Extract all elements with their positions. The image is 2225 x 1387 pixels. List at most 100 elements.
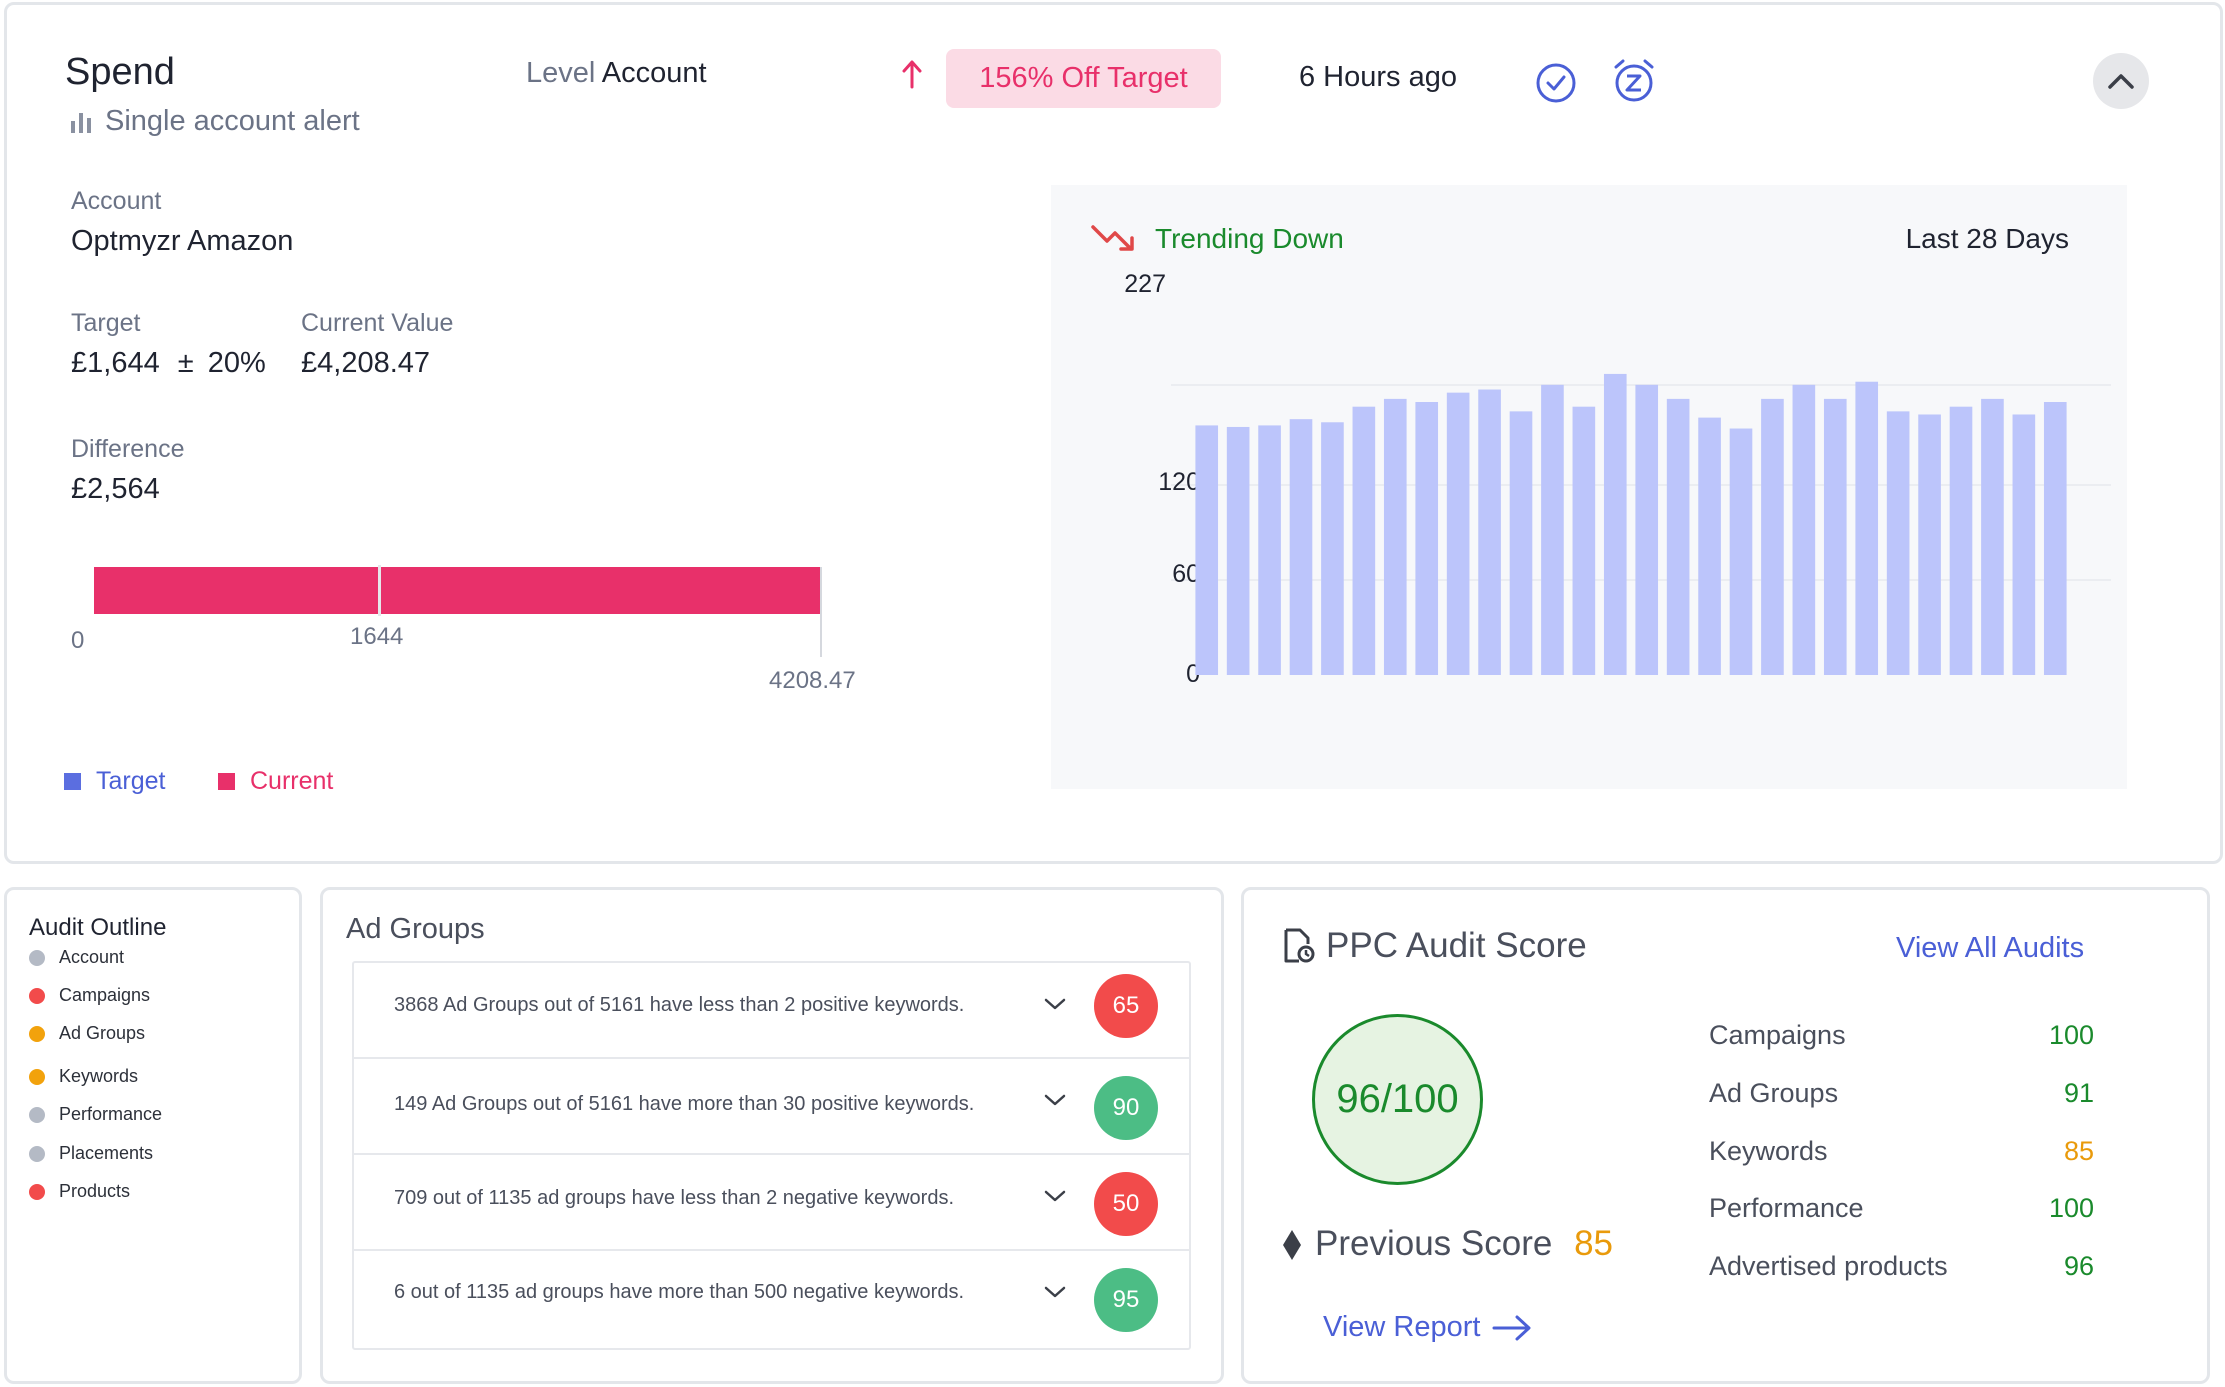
category-value: 85 [2063, 1136, 2094, 1166]
chart-bar[interactable] [1698, 417, 1721, 675]
chart-bar[interactable] [1383, 398, 1407, 675]
previous-score: Previous Score 85 [1315, 1224, 1613, 1264]
outline-item-products[interactable]: Products [29, 1181, 130, 1202]
chart-bar[interactable] [1823, 398, 1847, 675]
bar-current-label: 4208.47 [769, 667, 856, 694]
subtitle-text: Single account alert [105, 105, 360, 137]
chart-bar[interactable] [1289, 419, 1313, 675]
chart-bar[interactable] [1258, 425, 1281, 675]
trend-period: Last 28 Days [1905, 223, 2069, 254]
chart-bar[interactable] [1918, 414, 1941, 675]
chevron-down-icon[interactable] [1044, 1285, 1066, 1299]
chart-bar[interactable] [1509, 411, 1533, 675]
chevron-down-icon[interactable] [1044, 997, 1066, 1011]
chart-bar[interactable] [1603, 373, 1627, 675]
chart-bar[interactable] [1981, 398, 2004, 675]
status-dot [29, 1025, 45, 1042]
chevron-up-icon [2107, 72, 2135, 90]
chart-bar[interactable] [2012, 414, 2036, 675]
category-score-row: Keywords 85 [1709, 1136, 2094, 1167]
target-value-group: £1,644 ± 20% [71, 347, 266, 380]
y-tick-label: 60 [1172, 560, 1200, 588]
score-badge: 95 [1094, 1268, 1158, 1332]
category-value: 100 [2048, 1193, 2094, 1223]
snooze-alarm-icon[interactable] [1610, 57, 1658, 105]
chart-bar[interactable] [2043, 402, 2067, 675]
chart-bar[interactable] [1666, 398, 1690, 675]
chart-bar[interactable] [1572, 406, 1596, 675]
bar-target-label: 1644 [350, 623, 404, 650]
chart-bar[interactable] [1761, 398, 1784, 675]
spend-alert-card: Spend Single account alert Level Account… [4, 2, 2223, 864]
ad-groups-card: Ad Groups 3868 Ad Groups out of 5161 hav… [320, 887, 1224, 1384]
audit-outline-card: Audit Outline Account Campaigns Ad Groups K… [4, 887, 302, 1384]
report-file-icon [1282, 928, 1316, 964]
chart-bar[interactable] [1855, 381, 1879, 675]
category-value: 100 [2048, 1020, 2094, 1050]
alert-subtitle: Single account alert [69, 105, 360, 138]
category-score-row: Advertised products 96 [1709, 1251, 2094, 1282]
chart-bar[interactable] [1446, 392, 1470, 675]
chart-bar[interactable] [1792, 384, 1816, 675]
outline-item-keywords[interactable]: Keywords [29, 1066, 138, 1087]
outline-item-campaigns[interactable]: Campaigns [29, 985, 150, 1006]
ad-group-row[interactable]: 709 out of 1135 ad groups have less than… [354, 1155, 1190, 1251]
status-dot [29, 949, 45, 966]
chart-bar[interactable] [1886, 411, 1910, 675]
legend-target-swatch [64, 773, 81, 790]
outline-item-ad-groups[interactable]: Ad Groups [29, 1023, 145, 1044]
category-label: Keywords [1709, 1136, 1828, 1166]
view-all-audits-link[interactable]: View All Audits [1896, 932, 2085, 964]
chart-bar[interactable] [1949, 406, 1973, 675]
difference-label: Difference [71, 435, 185, 463]
y-tick-label: 227 [1124, 270, 1166, 298]
outline-item-label: Placements [59, 1143, 154, 1163]
chart-bar[interactable] [1415, 402, 1439, 675]
category-label: Ad Groups [1709, 1078, 1839, 1108]
outline-item-label: Ad Groups [59, 1023, 146, 1043]
off-target-badge: 156% Off Target [946, 49, 1221, 108]
target-marker [378, 565, 381, 616]
trend-label: Trending Down [1155, 223, 1344, 254]
level-value: Account [601, 57, 707, 89]
chart-bar[interactable] [1321, 422, 1344, 675]
category-score-row: Performance 100 [1709, 1193, 2094, 1224]
chart-bar[interactable] [1541, 384, 1564, 675]
chart-bar[interactable] [1195, 425, 1219, 675]
category-value: 91 [2063, 1078, 2094, 1108]
ad-group-row[interactable]: 6 out of 1135 ad groups have more than 5… [354, 1251, 1190, 1347]
status-dot [29, 1106, 45, 1123]
outline-item-account[interactable]: Account [29, 947, 124, 968]
status-dot [29, 1145, 45, 1162]
trend-chart-panel: Trending Down Last 28 Days 227 120 60 0 [1051, 185, 2127, 789]
difference-value: £2,564 [71, 473, 160, 505]
account-value: Optmyzr Amazon [71, 225, 294, 257]
outline-item-label: Performance [59, 1104, 163, 1124]
chart-bar[interactable] [1478, 389, 1501, 675]
collapse-button[interactable] [2093, 53, 2149, 109]
ad-groups-list: 3868 Ad Groups out of 5161 have less tha… [352, 961, 1191, 1350]
trending-down-icon [1091, 223, 1137, 255]
chart-bar[interactable] [1226, 426, 1250, 675]
chart-bar[interactable] [1635, 384, 1659, 675]
outline-item-performance[interactable]: Performance [29, 1104, 162, 1125]
ppc-title: PPC Audit Score [1326, 926, 1587, 965]
score-circle: 96/100 [1312, 1014, 1483, 1185]
chart-bar[interactable] [1352, 406, 1376, 675]
chart-bar[interactable] [1729, 428, 1753, 675]
ad-group-row[interactable]: 3868 Ad Groups out of 5161 have less tha… [354, 963, 1190, 1059]
ad-groups-title: Ad Groups [346, 913, 485, 945]
outline-item-placements[interactable]: Placements [29, 1143, 153, 1164]
time-ago: 6 Hours ago [1299, 61, 1457, 93]
chevron-down-icon[interactable] [1044, 1189, 1066, 1203]
score-value: 96/100 [1336, 1077, 1459, 1121]
view-report-link[interactable]: View Report [1323, 1311, 1532, 1344]
previous-score-label: Previous Score [1315, 1224, 1553, 1263]
arrow-right-icon [1492, 1315, 1532, 1341]
target-value: £1,644 [71, 347, 160, 379]
chevron-down-icon[interactable] [1044, 1093, 1066, 1107]
check-circle-icon[interactable] [1534, 61, 1578, 105]
legend-target-label: Target [96, 767, 166, 795]
ad-group-row[interactable]: 149 Ad Groups out of 5161 have more than… [354, 1059, 1190, 1155]
